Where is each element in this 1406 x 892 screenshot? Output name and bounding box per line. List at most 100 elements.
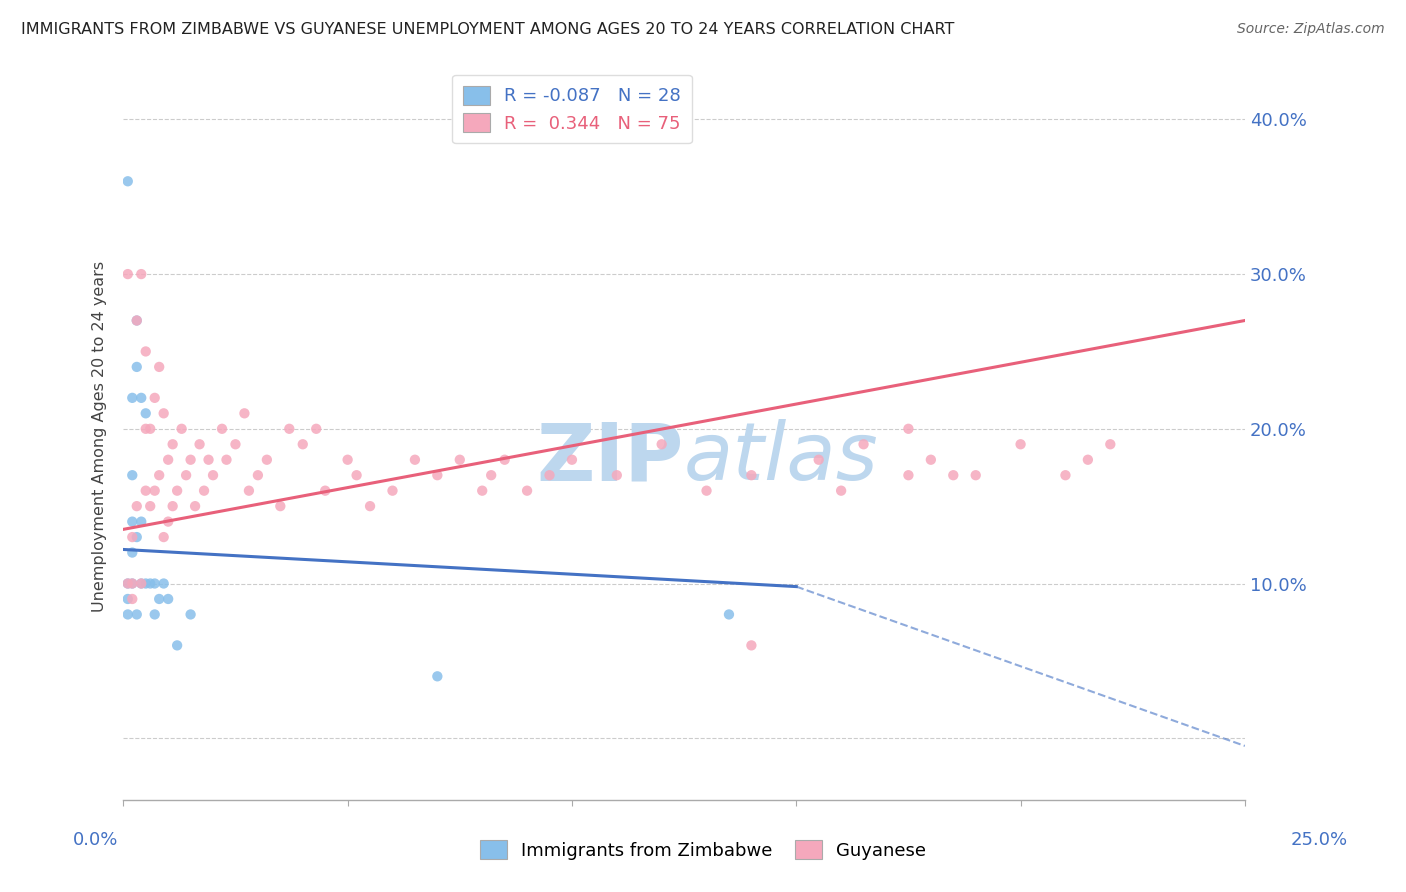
Point [166, 639, 188, 653]
Point [224, 437, 246, 451]
Point [256, 452, 278, 467]
Point [139, 499, 162, 513]
Point [346, 468, 368, 483]
Point [897, 468, 920, 483]
Point [278, 422, 301, 436]
Point [117, 267, 139, 281]
Point [246, 468, 269, 483]
Point [314, 483, 336, 498]
Point [166, 483, 188, 498]
Point [516, 483, 538, 498]
Point [184, 499, 207, 513]
Point [143, 391, 166, 405]
Point [121, 391, 143, 405]
Point [852, 437, 875, 451]
Point [125, 359, 148, 374]
Point [561, 452, 583, 467]
Point [129, 576, 152, 591]
Point [233, 406, 256, 420]
Point [162, 437, 184, 451]
Point [426, 669, 449, 683]
Point [129, 515, 152, 529]
Point [336, 452, 359, 467]
Point [197, 452, 219, 467]
Point [152, 406, 174, 420]
Point [125, 607, 148, 622]
Point [404, 452, 426, 467]
Point [740, 639, 762, 653]
Point [143, 607, 166, 622]
Point [139, 422, 162, 436]
Point [121, 545, 143, 559]
Point [188, 437, 211, 451]
Point [717, 607, 740, 622]
Point [135, 422, 157, 436]
Point [121, 530, 143, 544]
Point [651, 437, 673, 451]
Point [117, 576, 139, 591]
Text: atlas: atlas [685, 419, 879, 498]
Legend: Immigrants from Zimbabwe, Guyanese: Immigrants from Zimbabwe, Guyanese [472, 832, 934, 867]
Point [193, 483, 215, 498]
Point [471, 483, 494, 498]
Point [125, 313, 148, 327]
Point [965, 468, 987, 483]
Point [180, 452, 202, 467]
Point [479, 468, 502, 483]
Point [121, 468, 143, 483]
Point [1077, 452, 1099, 467]
Point [449, 452, 471, 467]
Point [152, 576, 174, 591]
Point [129, 576, 152, 591]
Point [381, 483, 404, 498]
Point [139, 576, 162, 591]
Point [494, 452, 516, 467]
Point [157, 452, 180, 467]
Point [135, 406, 157, 420]
Point [426, 468, 449, 483]
Point [117, 174, 139, 188]
Point [125, 499, 148, 513]
Point [291, 437, 314, 451]
Point [135, 483, 157, 498]
Point [215, 452, 238, 467]
Point [152, 530, 174, 544]
Point [606, 468, 628, 483]
Point [148, 359, 170, 374]
Point [1099, 437, 1122, 451]
Point [135, 576, 157, 591]
Point [157, 591, 180, 606]
Legend: R = -0.087   N = 28, R =  0.344   N = 75: R = -0.087 N = 28, R = 0.344 N = 75 [451, 75, 692, 144]
Point [807, 452, 830, 467]
Point [143, 483, 166, 498]
Point [143, 576, 166, 591]
Point [1054, 468, 1077, 483]
Point [740, 468, 762, 483]
Text: 0.0%: 0.0% [73, 831, 118, 849]
Point [170, 422, 193, 436]
Point [117, 576, 139, 591]
Point [942, 468, 965, 483]
Point [174, 468, 197, 483]
Text: 25.0%: 25.0% [1291, 831, 1347, 849]
Point [180, 607, 202, 622]
Point [696, 483, 718, 498]
Text: IMMIGRANTS FROM ZIMBABWE VS GUYANESE UNEMPLOYMENT AMONG AGES 20 TO 24 YEARS CORR: IMMIGRANTS FROM ZIMBABWE VS GUYANESE UNE… [21, 22, 955, 37]
Point [211, 422, 233, 436]
Point [125, 530, 148, 544]
Point [117, 607, 139, 622]
Point [920, 452, 942, 467]
Point [117, 591, 139, 606]
Point [359, 499, 381, 513]
Point [830, 483, 852, 498]
Point [121, 515, 143, 529]
Point [148, 468, 170, 483]
Point [148, 591, 170, 606]
Point [305, 422, 328, 436]
Point [897, 422, 920, 436]
Text: Source: ZipAtlas.com: Source: ZipAtlas.com [1237, 22, 1385, 37]
Point [129, 391, 152, 405]
Point [121, 576, 143, 591]
Point [157, 515, 180, 529]
Point [1010, 437, 1032, 451]
